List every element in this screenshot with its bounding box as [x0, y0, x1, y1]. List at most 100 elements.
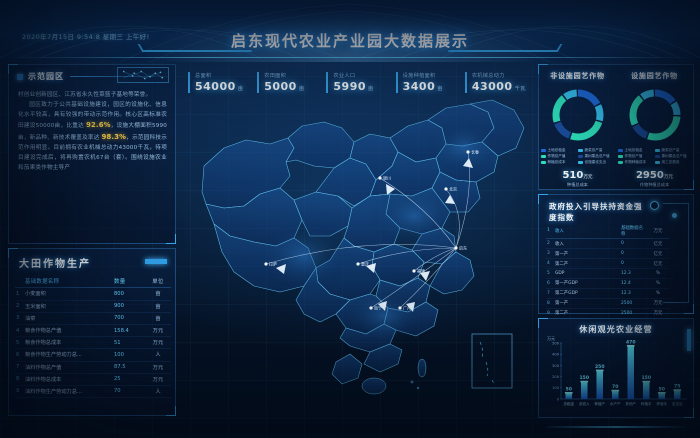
bar-value-label: 75 — [674, 384, 680, 390]
map-city-marker[interactable]: 银川 — [378, 175, 391, 181]
kpi-value: 43000 千瓦 — [472, 80, 530, 93]
donut-svg-1[interactable] — [625, 85, 685, 145]
china-map[interactable]: 长春北京 银川启东拉萨 重庆福建南宁 广州 — [184, 96, 536, 418]
donut-segment-4[interactable] — [629, 89, 680, 141]
bar[interactable] — [673, 390, 681, 399]
map-city-label: 北京 — [449, 186, 457, 192]
donut-segment-2[interactable] — [629, 89, 680, 141]
donut-titles: 非设施园艺作物 设施园艺作物 — [539, 71, 693, 81]
cell-unit: % — [646, 288, 670, 299]
bar[interactable] — [642, 382, 650, 399]
legend-item[interactable]: 果树果品总产值 — [577, 154, 613, 159]
bar-cap — [580, 380, 589, 383]
cell-name: 粮食作物总成本 — [24, 336, 113, 350]
table-row: 7 油料作物总产值 87.5 万元 — [15, 361, 171, 374]
kpi-label: 总面积 — [195, 73, 212, 79]
bar-chart-title: 休闲观光农业经营 — [579, 325, 653, 334]
legend-item[interactable]: 蔬菜总产量 — [577, 148, 613, 153]
donut-legend-1: 土地总租金 蔬菜总产量作物总产值 果树果品总产值 作物种植成本 用工总费用 — [617, 148, 692, 165]
intro-text-c: ，示范园科技示范作用明显。目前拥有农业机械总动力43000千瓦，待项目建设完成后… — [18, 135, 167, 171]
bar-chart[interactable]: 0 100 200 300 400 500 50 150 250 70 470 150 50 75 总租… — [545, 339, 689, 413]
cell-unit: % — [646, 268, 670, 279]
kpi-unit: 亩 — [298, 86, 305, 92]
y-tick-label: 100 — [552, 386, 560, 390]
map-city-marker[interactable]: 南宁 — [369, 305, 382, 311]
map-route-arcs — [265, 151, 470, 309]
map-city-marker[interactable]: 福建 — [412, 268, 425, 274]
kpi-label: 农机械总动力 — [471, 73, 505, 79]
table-row: 6 第一产GDP 12.4% — [546, 278, 670, 289]
legend-item[interactable]: 作物总产值 — [540, 154, 576, 159]
cell-unit: 亩 — [145, 287, 171, 301]
donut-segment-2[interactable] — [552, 89, 603, 141]
map-city-label: 银川 — [383, 175, 391, 181]
square-bullet-icon — [17, 73, 23, 80]
donut-segment-4[interactable] — [552, 89, 603, 141]
map-city-marker[interactable]: 拉萨 — [264, 261, 277, 267]
donut-segment-0[interactable] — [629, 89, 680, 141]
cell-unit: 亩 — [145, 300, 171, 313]
map-city-marker[interactable]: 广州 — [398, 305, 411, 311]
legend-item[interactable]: 果树果品总产值 — [654, 154, 690, 159]
bar-cap — [626, 344, 635, 347]
cell-num: 25 — [113, 373, 145, 386]
legend-item[interactable]: 设施建设支出 — [577, 160, 613, 165]
kpi-card-1: 农田面积 5000 亩 — [257, 72, 322, 93]
table-row: 3 第一产 0 亿元 — [546, 248, 670, 260]
legend-item[interactable]: 土地总租金 — [617, 148, 653, 153]
footer-line — [546, 426, 686, 428]
map-city-marker[interactable]: 启东 — [454, 245, 467, 251]
bar[interactable] — [611, 391, 619, 399]
bar-value-label: 50 — [566, 386, 572, 392]
bar-cap — [564, 392, 573, 394]
bar-series[interactable]: 50 150 250 70 470 150 50 75 — [564, 339, 682, 399]
cell-num: 700 — [113, 312, 145, 325]
cell-unit: 亿元 — [646, 248, 670, 260]
map-city-marker[interactable]: 长春 — [466, 149, 479, 155]
legend-label: 蔬菜总产量 — [661, 148, 680, 152]
legend-item[interactable]: 蔬菜总产量 — [654, 148, 690, 153]
bar-chart-svg[interactable]: 0 100 200 300 400 500 50 150 250 70 470 150 50 75 总租… — [545, 339, 689, 413]
cell-unit: 万元 — [646, 308, 670, 319]
kpi-card-3: 设施种植面积 3400 亩 — [395, 72, 461, 93]
legend-swatch — [540, 161, 546, 164]
bar-cap — [642, 380, 651, 383]
ring-decoration-icon — [650, 201, 659, 210]
cell-num: 基础数据名称 — [620, 223, 646, 240]
map-city-marker[interactable]: 北京 — [444, 186, 457, 192]
bar[interactable] — [565, 393, 573, 399]
map-city-marker[interactable]: 重庆 — [356, 261, 369, 267]
cell-name: 第二产GDP — [554, 288, 620, 299]
cell-unit: 万元 — [145, 373, 171, 386]
table-row: 4 第二产 0 亿元 — [546, 258, 670, 270]
kpi-unit: 亩 — [437, 86, 443, 92]
cell-idx: 6 — [546, 278, 554, 289]
header-background — [0, 0, 700, 62]
bar[interactable] — [627, 346, 635, 399]
cell-name: 第一产GDP — [554, 278, 620, 289]
bar-value-label: 150 — [579, 375, 589, 381]
donut-segment-1[interactable] — [629, 89, 680, 141]
table-row: 8 第一产 2500 万元 — [546, 298, 670, 309]
legend-item[interactable]: 作物种植成本 — [617, 160, 653, 165]
cell-unit: 亿元 — [646, 238, 670, 250]
legend-item[interactable]: 土地总租金 — [540, 148, 576, 153]
donut-svg-0[interactable] — [548, 85, 608, 145]
panel-accent-tab — [687, 329, 691, 351]
donut-segment-0[interactable] — [552, 89, 603, 141]
bar[interactable] — [580, 382, 588, 399]
bar[interactable] — [596, 371, 604, 399]
legend-swatch — [654, 155, 660, 158]
donut-segment-1[interactable] — [552, 89, 603, 141]
bar[interactable] — [658, 393, 666, 399]
kpi-number: 3400 — [402, 80, 436, 93]
legend-item[interactable]: 种植总成本 — [540, 160, 576, 165]
donut-title-0: 非设施园艺作物 — [550, 72, 605, 80]
kpi-value: 5990 亩 — [333, 80, 391, 93]
legend-item[interactable]: 作物总产值 — [617, 154, 653, 159]
park-intro-panel: 示范园区 村创业创新园区、江苏省永久性菜篮子基地等荣誉。 园区致力于公共基础设施… — [8, 64, 176, 244]
cell-name: 收入 — [554, 223, 620, 240]
legend-item[interactable]: 用工总费用 — [654, 160, 690, 165]
